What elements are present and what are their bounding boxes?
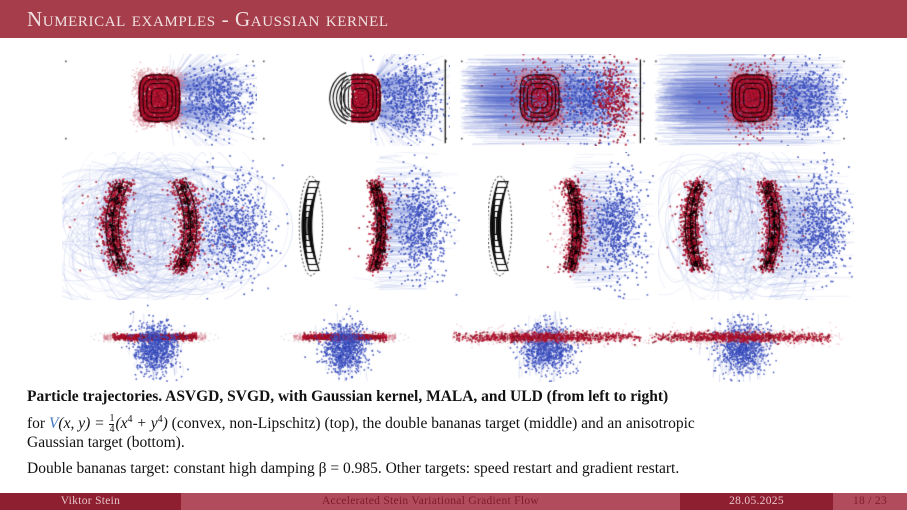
caption-line-4: Double bananas target: constant high dam… (27, 460, 680, 477)
plot-r3c3-mala (452, 302, 652, 382)
caption-line-1: Particle trajectories. ASVGD, SVGD, with… (27, 388, 669, 405)
footer-date: 28.05.2025 (680, 493, 833, 510)
plot-r1c1-asvgd (62, 54, 257, 146)
plot-r2c3-mala (488, 152, 655, 300)
caption-line-3: Gaussian target (bottom). (27, 434, 185, 451)
plot-r3c1-asvgd (78, 302, 238, 382)
plot-r3c4-uld (648, 302, 844, 382)
plot-r1c2-svgd (260, 54, 450, 146)
plot-r3c2-svgd (268, 302, 428, 382)
header-bar: Numerical examples - Gaussian kernel (0, 0, 907, 38)
caption-block: Particle trajectories. ASVGD, SVGD, with… (27, 385, 889, 480)
trajectory-figure (0, 38, 907, 383)
footer-author: Viktor Stein (0, 493, 181, 510)
footer-bar: Viktor Stein Accelerated Stein Variation… (0, 493, 907, 510)
plot-r1c3-mala (458, 54, 648, 146)
footer-talk-title: Accelerated Stein Variational Gradient F… (181, 493, 680, 510)
slide-title: Numerical examples - Gaussian kernel (27, 6, 389, 31)
plot-r2c1-asvgd (62, 152, 307, 300)
potential-symbol: V (48, 415, 59, 433)
footer-page-number: 18 / 23 (833, 493, 907, 510)
caption-line-2: for V(x, y) = 1 4(x4 + y4) (convex, non-L… (27, 413, 695, 436)
plot-r1c4-uld (652, 54, 848, 146)
plot-r2c2-svgd (298, 152, 460, 300)
plot-r2c4-uld (658, 152, 854, 300)
